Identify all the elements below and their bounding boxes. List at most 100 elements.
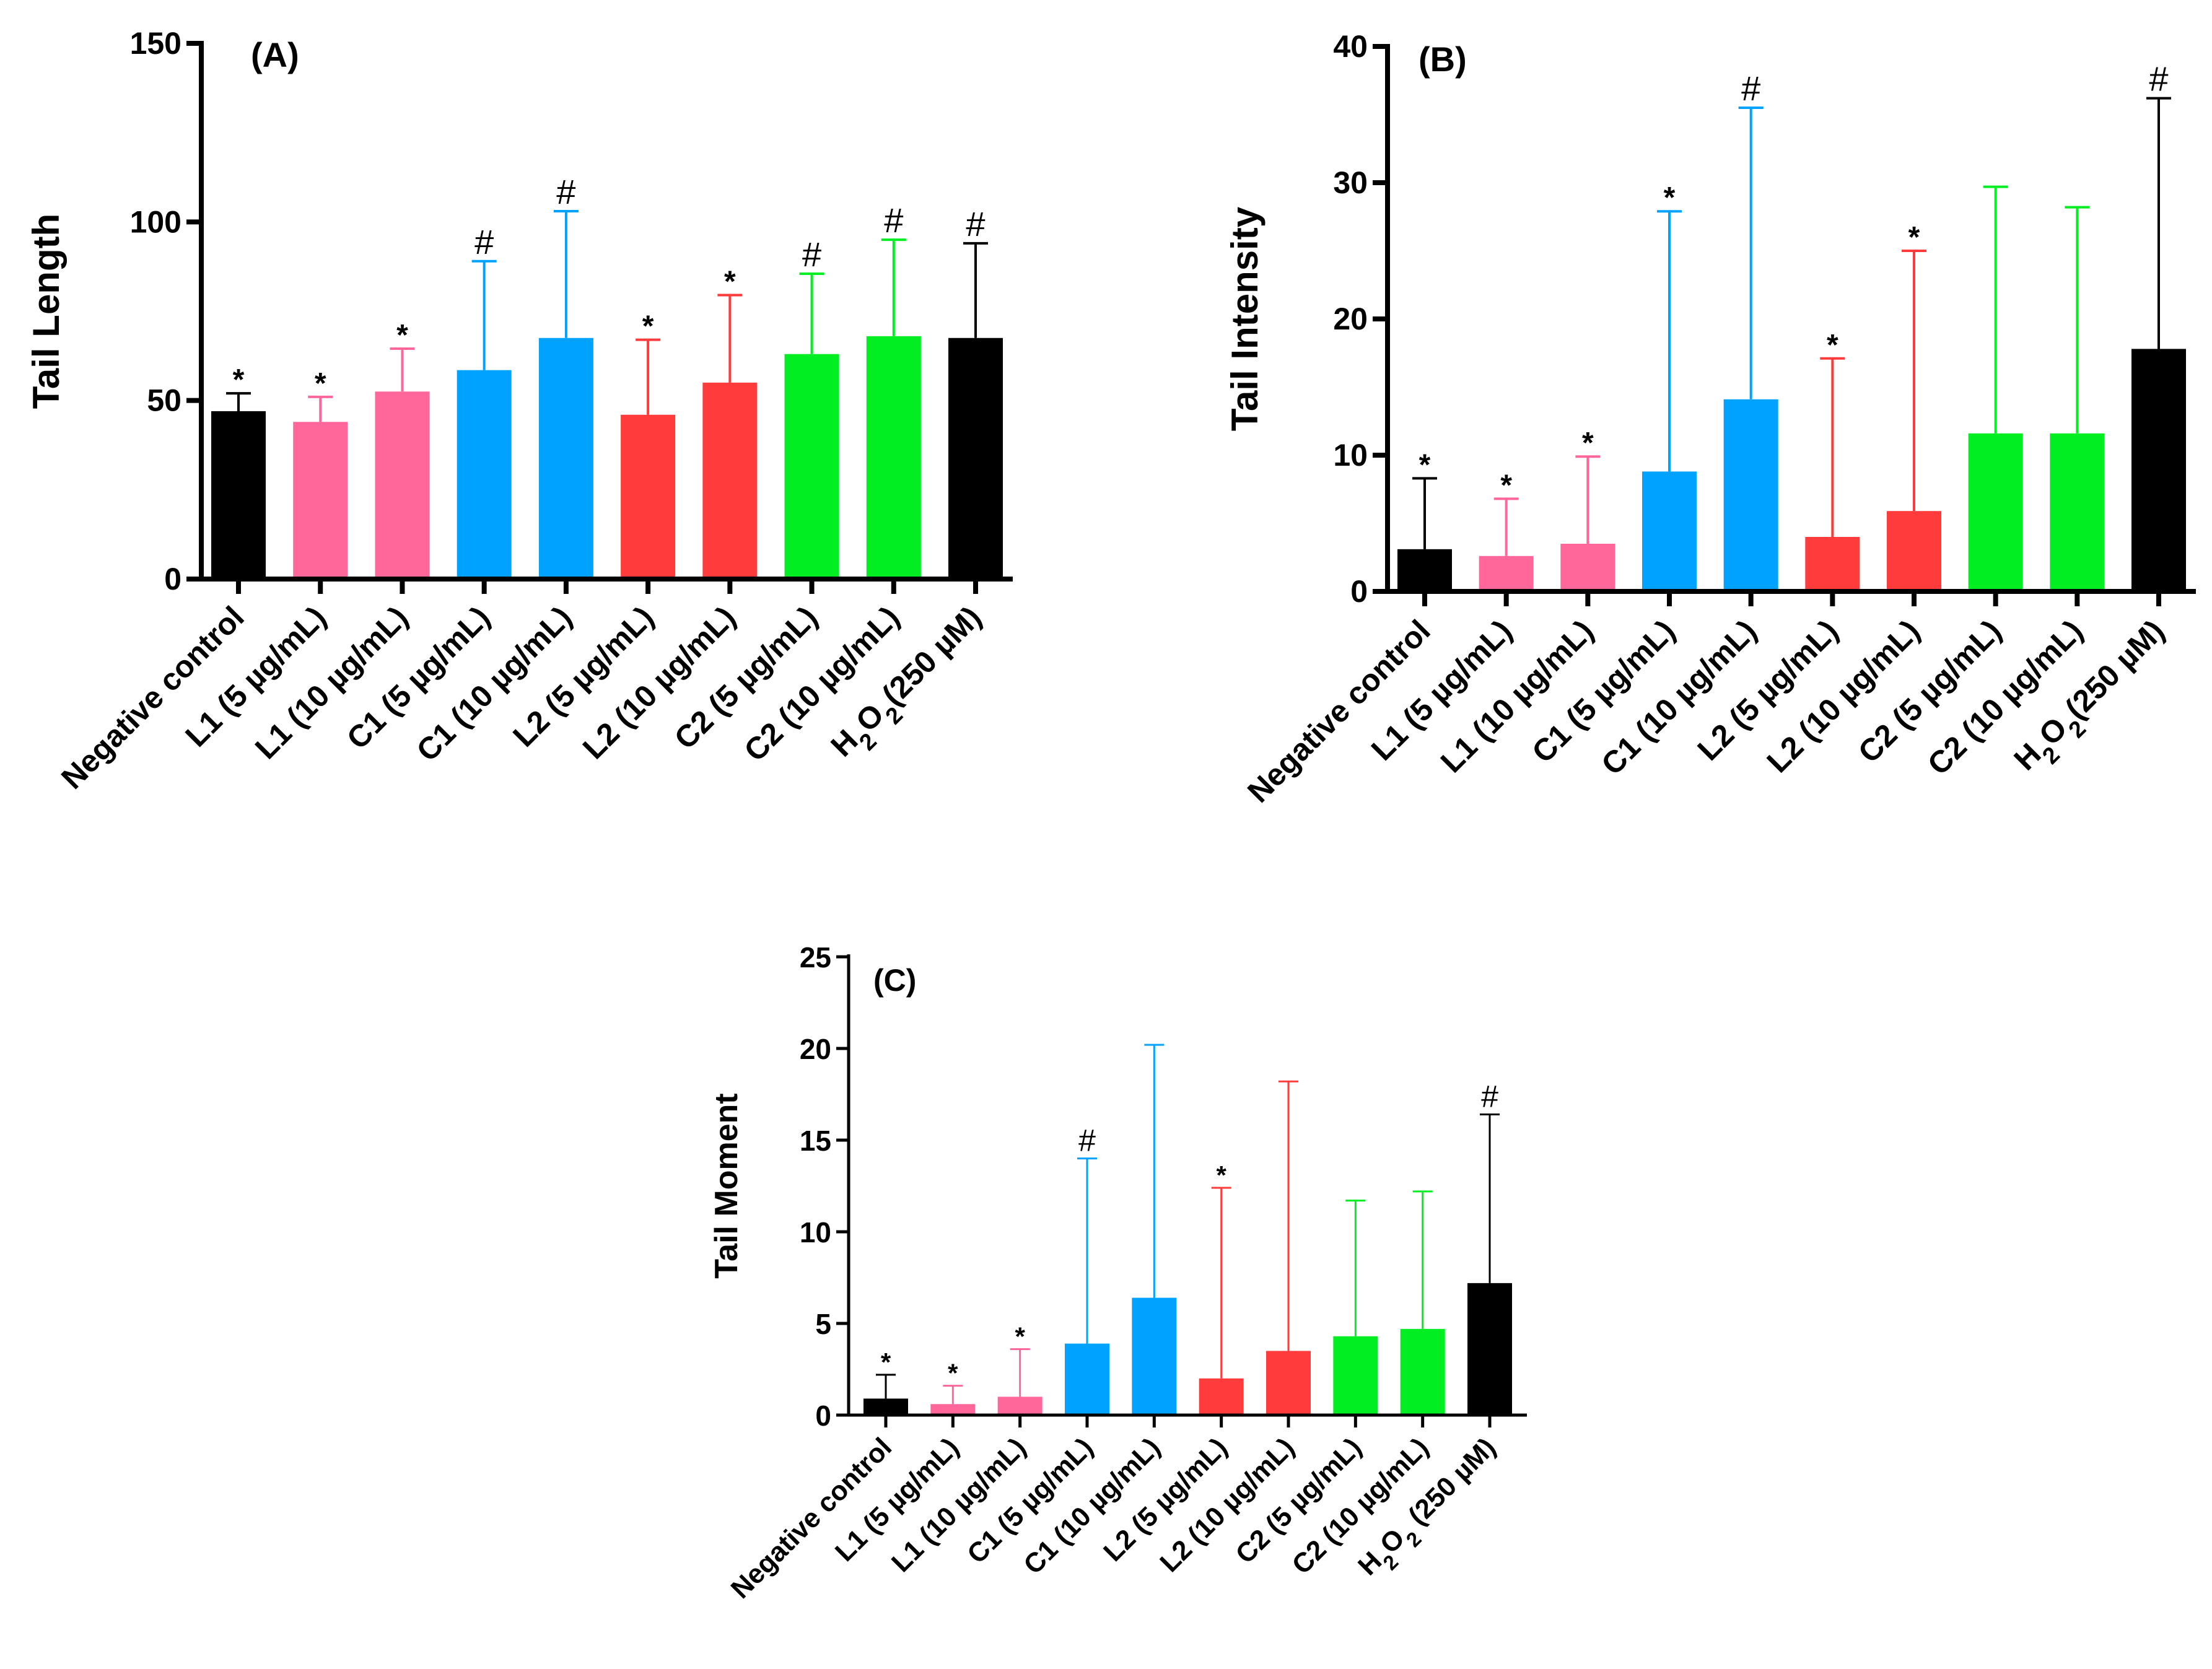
error-bar-c1-10-ug-ml <box>553 210 579 338</box>
bar-c2-10-ug-ml <box>2050 433 2105 591</box>
y-tick-label: 10 <box>1333 438 1368 473</box>
error-bar-h2o2-250-um <box>963 242 988 338</box>
error-bar-l1-5-ug-ml <box>1493 497 1519 556</box>
y-tick-label: 0 <box>1350 574 1368 609</box>
panel-label: (B) <box>1419 40 1467 79</box>
significance-mark-l2-5-ug-ml: * <box>1216 1161 1226 1190</box>
significance-mark-h2o2-250-um: # <box>1481 1079 1498 1114</box>
significance-mark-c1-5-ug-ml: # <box>474 222 494 261</box>
bar-negative-control <box>1397 549 1452 591</box>
error-bar-l2-5-ug-ml <box>1211 1187 1231 1379</box>
significance-mark-c1-5-ug-ml: * <box>1664 181 1676 214</box>
error-bar-negative-control <box>876 1374 896 1399</box>
x-tick-label-h2o2-250-um: H2O2(250 µM) <box>824 599 995 771</box>
significance-mark-c2-5-ug-ml: # <box>802 235 821 274</box>
bar-l1-5-ug-ml <box>930 1404 976 1415</box>
bar-h2o2-250-um <box>948 338 1003 579</box>
y-tick-label: 0 <box>164 562 181 596</box>
significance-mark-l2-5-ug-ml: * <box>642 310 654 343</box>
significance-mark-l1-10-ug-ml: * <box>1582 427 1594 460</box>
y-tick-label: 100 <box>130 204 181 239</box>
error-bar-negative-control <box>1412 477 1437 549</box>
significance-mark-c1-10-ug-ml: # <box>556 172 575 211</box>
significance-mark-l2-10-ug-ml: * <box>724 266 736 299</box>
panel-label: (C) <box>873 963 916 998</box>
significance-mark-c1-10-ug-ml: # <box>1741 69 1760 108</box>
x-tick-label-l2-5-ug-ml: L2 (5 µg/mL) <box>506 599 660 754</box>
error-bar-h2o2-250-um <box>1480 1113 1500 1283</box>
bar-h2o2-250-um <box>2131 349 2186 591</box>
error-bar-c2-5-ug-ml <box>1983 185 2008 434</box>
significance-mark-h2o2-250-um: # <box>966 204 985 243</box>
error-bar-l2-5-ug-ml <box>1820 357 1845 537</box>
error-bar-l1-10-ug-ml <box>1010 1348 1030 1397</box>
significance-mark-l1-5-ug-ml: * <box>1500 469 1512 502</box>
bar-l1-10-ug-ml <box>997 1397 1043 1415</box>
bar-l1-5-ug-ml <box>293 422 348 579</box>
error-bar-c1-5-ug-ml <box>1077 1157 1097 1344</box>
significance-mark-l1-10-ug-ml: * <box>396 319 408 352</box>
x-tick-label-l2-5-ug-ml: L2 (5 µg/mL) <box>1691 613 1845 767</box>
error-bar-c1-5-ug-ml <box>471 259 497 370</box>
x-tick-label-l1-5-ug-ml: L1 (5 µg/mL) <box>178 599 333 754</box>
error-bar-l2-10-ug-ml <box>717 294 743 383</box>
error-bar-c1-10-ug-ml <box>1144 1044 1165 1298</box>
error-bar-c1-5-ug-ml <box>1657 210 1682 472</box>
bar-c1-5-ug-ml <box>457 370 512 579</box>
x-tick-label-c1-5-ug-ml: C1 (5 µg/mL) <box>1525 613 1681 769</box>
error-bar-h2o2-250-um <box>2146 97 2171 349</box>
panel-label: (A) <box>251 35 299 74</box>
bar-l2-5-ug-ml <box>1805 537 1860 591</box>
bar-l1-5-ug-ml <box>1479 556 1534 591</box>
significance-mark-l1-5-ug-ml: * <box>948 1359 958 1388</box>
bar-c1-5-ug-ml <box>1642 471 1697 591</box>
bar-c2-10-ug-ml <box>866 336 921 579</box>
y-tick-label: 30 <box>1333 165 1368 200</box>
y-tick-label: 15 <box>800 1125 831 1157</box>
error-bar-c2-10-ug-ml <box>881 238 906 336</box>
y-tick-label: 10 <box>800 1216 831 1248</box>
y-tick-label: 40 <box>1333 29 1368 64</box>
bar-c1-10-ug-ml <box>538 338 593 579</box>
y-tick-label: 20 <box>800 1033 831 1065</box>
significance-mark-negative-control: * <box>881 1348 891 1377</box>
bar-c1-10-ug-ml <box>1132 1297 1177 1415</box>
significance-mark-h2o2-250-um: # <box>2149 59 2168 98</box>
bar-c1-10-ug-ml <box>1723 399 1778 591</box>
error-bar-c1-10-ug-ml <box>1738 107 1764 399</box>
x-tick-label-c1-5-ug-ml: C1 (5 µg/mL) <box>340 599 496 756</box>
bar-l2-10-ug-ml <box>702 382 758 579</box>
error-bar-c2-5-ug-ml <box>1345 1200 1366 1336</box>
bar-l2-5-ug-ml <box>1199 1378 1244 1415</box>
error-bar-l1-10-ug-ml <box>1575 455 1601 544</box>
significance-mark-negative-control: * <box>233 364 245 396</box>
bar-l2-10-ug-ml <box>1887 511 1941 591</box>
bar-h2o2-250-um <box>1467 1283 1512 1415</box>
bar-l2-10-ug-ml <box>1266 1351 1311 1415</box>
bar-l1-10-ug-ml <box>1560 544 1615 591</box>
error-bar-l1-5-ug-ml <box>308 395 333 422</box>
y-axis-title: Tail Length <box>25 214 67 409</box>
bar-c1-5-ug-ml <box>1065 1343 1109 1415</box>
x-tick-label-c2-5-ug-ml: C2 (5 µg/mL) <box>1851 613 2008 769</box>
y-tick-label: 150 <box>130 26 181 61</box>
bar-c2-10-ug-ml <box>1400 1328 1445 1415</box>
y-tick-label: 50 <box>147 383 181 418</box>
y-tick-label: 25 <box>800 941 831 974</box>
error-bar-negative-control <box>226 392 251 411</box>
error-bar-c2-10-ug-ml <box>2065 206 2090 434</box>
bar-l2-5-ug-ml <box>621 414 676 579</box>
error-bar-l1-5-ug-ml <box>943 1385 963 1405</box>
error-bar-c2-10-ug-ml <box>1412 1190 1433 1329</box>
x-tick-label-l1-5-ug-ml: L1 (5 µg/mL) <box>1365 613 1519 767</box>
bar-c2-5-ug-ml <box>784 354 839 579</box>
x-tick-label-c2-5-ug-ml: C2 (5 µg/mL) <box>668 599 824 756</box>
error-bar-l2-5-ug-ml <box>636 338 661 415</box>
error-bar-c2-5-ug-ml <box>799 272 824 354</box>
bar-c2-5-ug-ml <box>1333 1336 1378 1415</box>
significance-mark-c1-5-ug-ml: # <box>1078 1123 1096 1158</box>
